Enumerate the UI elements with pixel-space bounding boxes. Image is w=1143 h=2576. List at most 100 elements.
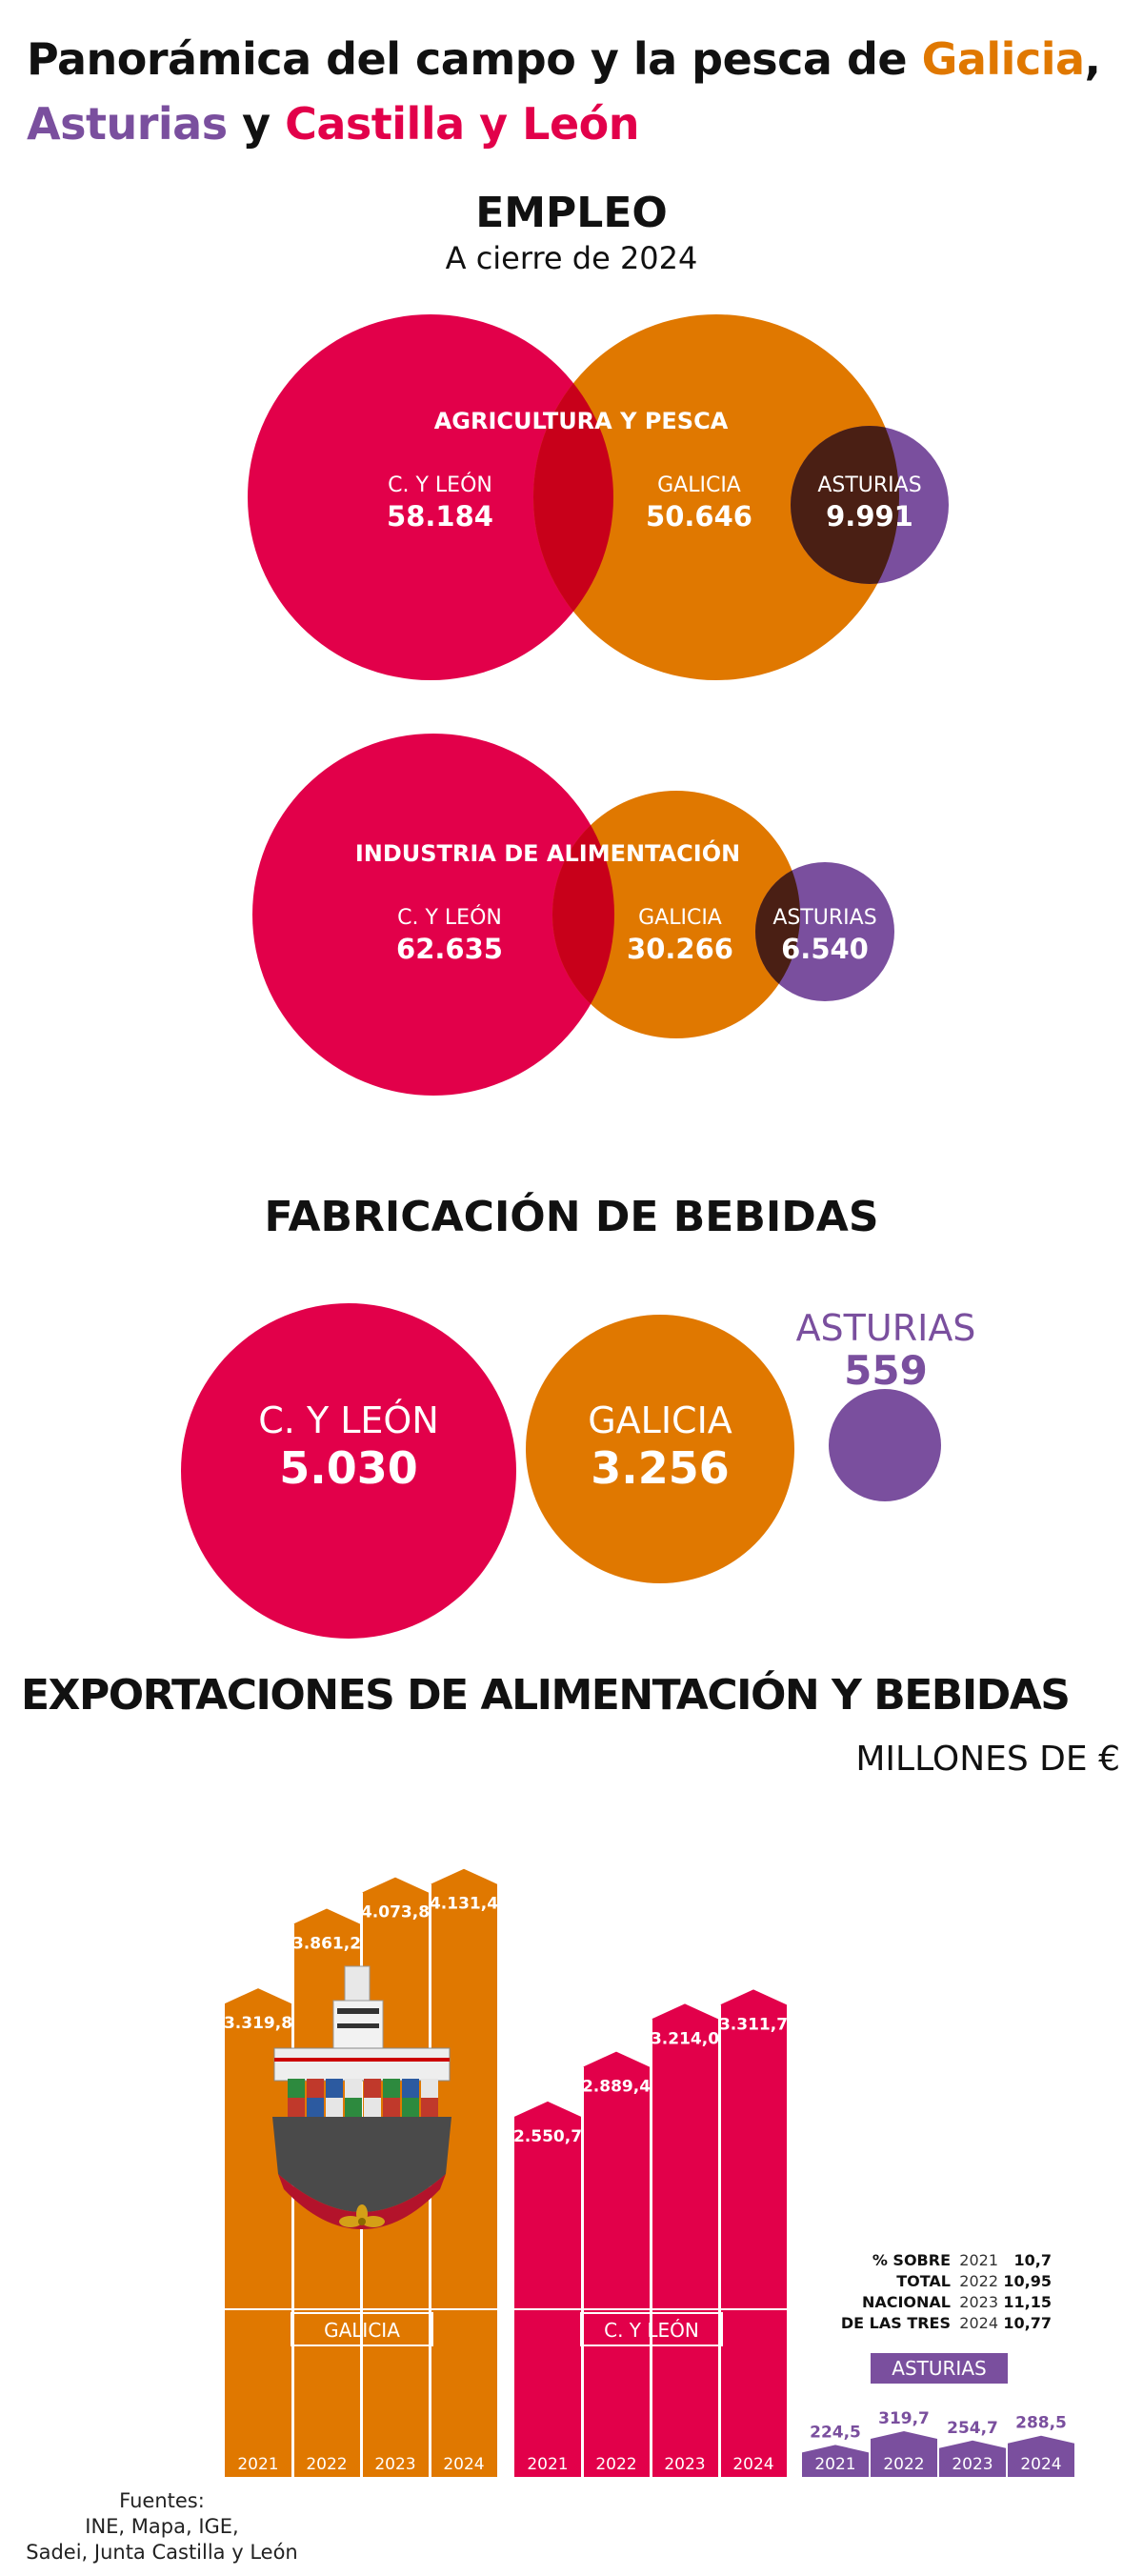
title-line-2: Asturias y Castilla y León xyxy=(27,91,1132,156)
value-label: 4.131,4 xyxy=(430,1895,498,1914)
venn-agricultura xyxy=(0,0,1143,1143)
bar-c-y-le-n-2021 xyxy=(514,2101,581,2477)
year-label: 2024 xyxy=(1020,2455,1061,2474)
bebidas-ast-circle xyxy=(829,1389,941,1501)
agri-ast-label: ASTURIAS 9.991 xyxy=(817,473,921,533)
sources-line: Sadei, Junta Castilla y León xyxy=(26,2541,298,2564)
value-label: 4.073,8 xyxy=(361,1903,430,1922)
pct-table: % SOBRE 2021 10,7 TOTAL 2022 10,95 NACIO… xyxy=(829,2250,1057,2334)
bebidas-cyl-label: C. Y LEÓN 5.030 xyxy=(258,1399,439,1494)
value-label: 319,7 xyxy=(878,2409,930,2428)
year-label: 2021 xyxy=(237,2455,278,2474)
title-cyl: Castilla y León xyxy=(285,98,640,150)
agri-heading: AGRICULTURA Y PESCA xyxy=(433,408,729,434)
pct-row: TOTAL 2022 10,95 xyxy=(829,2271,1057,2292)
year-label: 2023 xyxy=(952,2455,993,2474)
cargo-ship-icon xyxy=(272,1965,451,2229)
agri-cyl-label: C. Y LEÓN 58.184 xyxy=(387,473,493,533)
pct-year: 2021 xyxy=(959,2251,998,2269)
ind-cyl-value: 62.635 xyxy=(396,933,503,965)
value-label: 224,5 xyxy=(810,2423,861,2442)
bar-c-y-le-n-2022 xyxy=(583,2051,650,2477)
bebidas-cyl-circle xyxy=(181,1303,516,1639)
bar-asturias-2022 xyxy=(871,2431,937,2477)
bebidas-gal-name: GALICIA xyxy=(588,1399,732,1441)
pct-label: TOTAL xyxy=(896,2272,951,2290)
group-label: C. Y LEÓN xyxy=(604,2319,699,2342)
group-label-box xyxy=(580,2312,723,2346)
ind-gal-label: GALICIA 30.266 xyxy=(627,905,733,966)
year-label: 2022 xyxy=(595,2455,636,2474)
bar-c-y-le-n-2024 xyxy=(720,1989,787,2477)
page-title: Panorámica del campo y la pesca de Galic… xyxy=(27,27,1132,156)
agri-cyl-value: 58.184 xyxy=(387,500,493,533)
export-title: EXPORTACIONES DE ALIMENTACIÓN Y BEBIDAS xyxy=(21,1671,1071,1720)
ind-gal-value: 30.266 xyxy=(627,933,733,965)
pct-year: 2023 xyxy=(959,2293,998,2311)
pct-label: DE LAS TRES xyxy=(840,2314,951,2332)
pct-value: 10,7 xyxy=(1013,2251,1052,2269)
bar-c-y-le-n-2023 xyxy=(652,2003,718,2477)
bebidas-cyl-name: C. Y LEÓN xyxy=(258,1399,439,1441)
sources: Fuentes: INE, Mapa, IGE, Sadei, Junta Ca… xyxy=(19,2488,305,2566)
value-label: 3.319,8 xyxy=(224,2014,292,2033)
value-label: 3.311,7 xyxy=(719,2015,788,2034)
year-label: 2021 xyxy=(814,2455,855,2474)
group-label: ASTURIAS xyxy=(892,2357,986,2380)
bebidas-gal-value: 3.256 xyxy=(591,1442,730,1494)
export-unit: MILLONES DE € xyxy=(855,1740,1120,1779)
title-asturias: Asturias xyxy=(27,98,228,150)
group-label: GALICIA xyxy=(324,2319,400,2342)
group-label-box xyxy=(291,2312,433,2346)
year-label: 2023 xyxy=(664,2455,705,2474)
bebidas-cyl-value: 5.030 xyxy=(279,1442,418,1494)
pct-value: 10,77 xyxy=(1003,2314,1052,2332)
title-galicia: Galicia xyxy=(921,33,1085,85)
agri-cyl-name: C. Y LEÓN xyxy=(388,473,492,497)
year-label: 2022 xyxy=(883,2455,924,2474)
bebidas-gal-label: GALICIA 3.256 xyxy=(588,1399,732,1494)
year-label: 2024 xyxy=(443,2455,484,2474)
pct-label: NACIONAL xyxy=(861,2293,951,2311)
ind-gal-name: GALICIA xyxy=(638,906,722,930)
empleo-subtitle: A cierre de 2024 xyxy=(445,240,698,276)
bebidas-ast-label: ASTURIAS 559 xyxy=(743,1307,1029,1393)
title-y: y xyxy=(242,98,271,150)
year-label: 2023 xyxy=(374,2455,415,2474)
empleo-title: EMPLEO xyxy=(475,189,668,237)
pct-row: % SOBRE 2021 10,7 xyxy=(829,2250,1057,2271)
export-bar-chart: 2021 3.319,8 2022 3.861,2 2023 4.073,8 2024 4.1… xyxy=(224,1868,1074,2477)
value-label: 3.861,2 xyxy=(292,1934,361,1953)
sources-line: INE, Mapa, IGE, xyxy=(85,2515,239,2538)
industria-heading: INDUSTRIA DE ALIMENTACIÓN xyxy=(354,840,741,867)
bar-galicia-2024 xyxy=(431,1868,497,2477)
venn-agricultura-graphic xyxy=(248,314,949,1096)
ind-cyl-name: C. Y LEÓN xyxy=(397,906,502,930)
pct-value: 10,95 xyxy=(1003,2272,1052,2290)
pct-row: DE LAS TRES 2024 10,77 xyxy=(829,2313,1057,2334)
title-comma: , xyxy=(1084,33,1101,85)
ind-ast-value: 6.540 xyxy=(781,933,869,965)
pct-year: 2022 xyxy=(959,2272,998,2290)
value-label: 254,7 xyxy=(947,2419,998,2438)
bar-galicia-2021 xyxy=(225,1988,291,2477)
bar-asturias-2021 xyxy=(802,2445,869,2477)
bar-asturias-2023 xyxy=(939,2440,1006,2477)
title-text: Panorámica del campo y la pesca de xyxy=(27,33,908,85)
pct-value: 11,15 xyxy=(1003,2293,1052,2311)
pct-label: % SOBRE xyxy=(872,2251,951,2269)
agri-ast-name: ASTURIAS xyxy=(817,473,922,497)
bebidas-title: FABRICACIÓN DE BEBIDAS xyxy=(264,1193,879,1241)
bebidas-ast-value: 559 xyxy=(844,1347,928,1394)
ind-cyl-label: C. Y LEÓN 62.635 xyxy=(396,905,503,966)
bebidas-gal-circle xyxy=(526,1315,794,1583)
value-label: 2.550,7 xyxy=(513,2127,582,2146)
ind-ast-label: ASTURIAS 6.540 xyxy=(772,905,876,966)
value-label: 3.214,0 xyxy=(651,2029,719,2048)
sources-line: Fuentes: xyxy=(119,2489,205,2512)
bebidas-ast-name: ASTURIAS xyxy=(795,1307,976,1349)
year-label: 2021 xyxy=(527,2455,568,2474)
group-label-box xyxy=(871,2353,1008,2384)
agri-gal-label: GALICIA 50.646 xyxy=(646,473,752,533)
agri-gal-name: GALICIA xyxy=(657,473,741,497)
